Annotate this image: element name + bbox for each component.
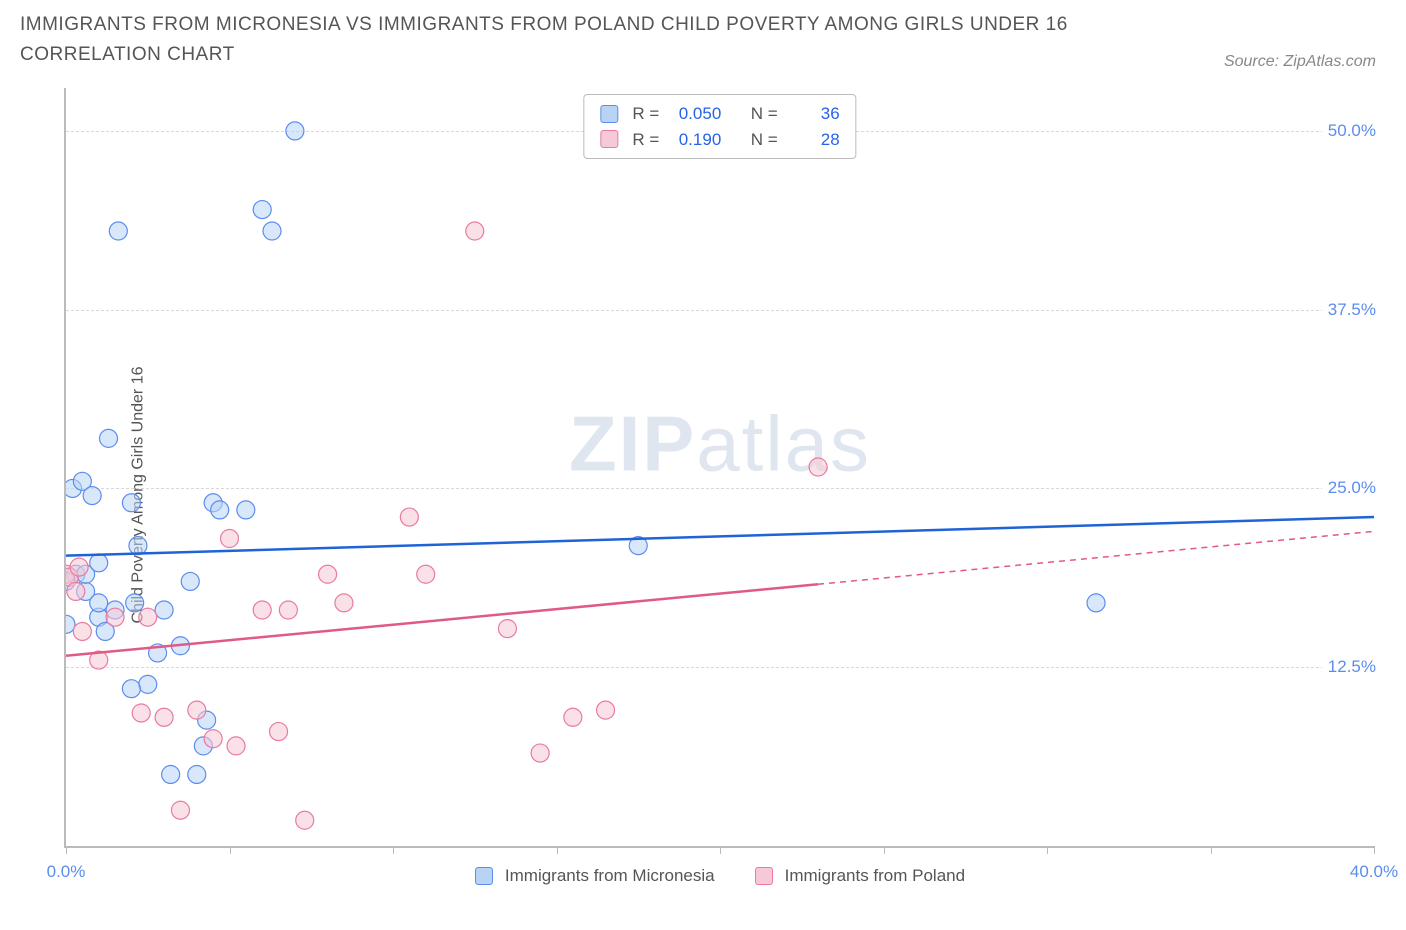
- legend-swatch-0: [600, 105, 618, 123]
- data-point: [188, 765, 206, 783]
- data-point: [139, 675, 157, 693]
- data-point: [531, 744, 549, 762]
- data-point: [109, 222, 127, 240]
- data-point: [263, 222, 281, 240]
- data-point: [155, 601, 173, 619]
- data-point: [270, 723, 288, 741]
- data-point: [122, 494, 140, 512]
- x-tick-label: 0.0%: [47, 862, 86, 882]
- chart-container: Child Poverty Among Girls Under 16 ZIPat…: [20, 80, 1386, 910]
- data-point: [286, 122, 304, 140]
- data-point: [181, 572, 199, 590]
- legend-stats-row-0: R = 0.050 N = 36: [600, 101, 839, 127]
- legend-label-1: Immigrants from Poland: [785, 866, 965, 886]
- x-tick-mark: [1374, 846, 1375, 854]
- data-point: [227, 737, 245, 755]
- trend-line: [66, 584, 818, 656]
- data-point: [1087, 594, 1105, 612]
- data-point: [296, 811, 314, 829]
- x-tick-label: 40.0%: [1350, 862, 1398, 882]
- legend-item-0: Immigrants from Micronesia: [475, 866, 715, 886]
- data-point: [90, 594, 108, 612]
- x-tick-mark: [393, 846, 394, 854]
- trend-line-dashed: [818, 531, 1374, 584]
- trend-line: [66, 517, 1374, 556]
- x-tick-mark: [720, 846, 721, 854]
- data-point: [129, 537, 147, 555]
- data-point: [126, 594, 144, 612]
- plot-area: ZIPatlas R = 0.050 N = 36 R = 0.190 N = …: [64, 88, 1374, 848]
- data-point: [597, 701, 615, 719]
- data-point: [335, 594, 353, 612]
- plot-svg: [66, 88, 1374, 846]
- data-point: [155, 708, 173, 726]
- data-point: [417, 565, 435, 583]
- data-point: [809, 458, 827, 476]
- data-point: [90, 554, 108, 572]
- data-point: [122, 680, 140, 698]
- data-point: [171, 801, 189, 819]
- legend-stats: R = 0.050 N = 36 R = 0.190 N = 28: [583, 94, 856, 159]
- data-point: [100, 429, 118, 447]
- data-point: [188, 701, 206, 719]
- data-point: [83, 487, 101, 505]
- data-point: [253, 601, 271, 619]
- x-tick-mark: [230, 846, 231, 854]
- data-point: [211, 501, 229, 519]
- legend-bottom: Immigrants from Micronesia Immigrants fr…: [66, 866, 1374, 886]
- legend-swatch-b1: [755, 867, 773, 885]
- data-point: [279, 601, 297, 619]
- x-tick-mark: [66, 846, 67, 854]
- x-tick-mark: [1047, 846, 1048, 854]
- x-tick-mark: [557, 846, 558, 854]
- x-tick-mark: [1211, 846, 1212, 854]
- data-point: [106, 608, 124, 626]
- data-point: [132, 704, 150, 722]
- chart-title: IMMIGRANTS FROM MICRONESIA VS IMMIGRANTS…: [20, 10, 1100, 71]
- data-point: [400, 508, 418, 526]
- data-point: [70, 558, 88, 576]
- data-point: [139, 608, 157, 626]
- data-point: [162, 765, 180, 783]
- data-point: [237, 501, 255, 519]
- data-point: [253, 201, 271, 219]
- data-point: [73, 622, 91, 640]
- data-point: [498, 620, 516, 638]
- data-point: [67, 582, 85, 600]
- data-point: [221, 530, 239, 548]
- legend-label-0: Immigrants from Micronesia: [505, 866, 715, 886]
- legend-stats-row-1: R = 0.190 N = 28: [600, 127, 839, 153]
- legend-swatch-1: [600, 130, 618, 148]
- legend-item-1: Immigrants from Poland: [755, 866, 965, 886]
- source-label: Source: ZipAtlas.com: [1224, 53, 1386, 71]
- legend-swatch-b0: [475, 867, 493, 885]
- data-point: [204, 730, 222, 748]
- x-tick-mark: [884, 846, 885, 854]
- data-point: [564, 708, 582, 726]
- data-point: [466, 222, 484, 240]
- data-point: [319, 565, 337, 583]
